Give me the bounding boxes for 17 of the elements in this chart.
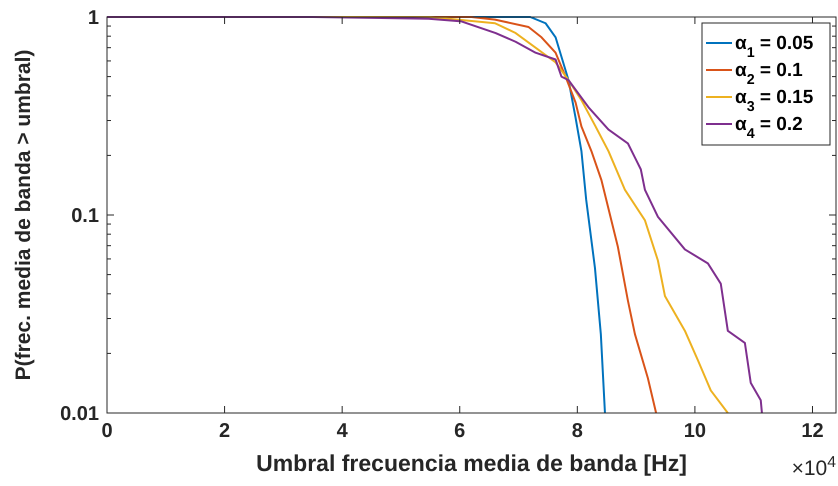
legend-label: α$_{1}$ = 0.05 (735, 33, 814, 61)
x-tick-label: 4 (336, 420, 349, 442)
y-axis-title: P(frec. media de banda > umbral) (12, 50, 35, 380)
x-axis-title: Umbral frecuencia media de banda [Hz] (256, 450, 687, 476)
legend-label: α$_{2}$ = 0.1 (735, 60, 804, 88)
x-tick-label: 10 (684, 420, 706, 442)
y-tick-label: 0.01 (60, 403, 99, 425)
x-tick-label: 6 (454, 420, 466, 442)
legend-label: α$_{4}$ = 0.2 (735, 114, 803, 142)
x-tick-label: 2 (219, 420, 230, 442)
text: ×10$^{4}$ (792, 454, 836, 480)
y-tick-label: 0.1 (71, 205, 99, 227)
x-tick-label: 8 (572, 420, 583, 442)
y-tick-label: 1 (88, 7, 99, 29)
x-tick-label: 12 (801, 420, 824, 442)
legend-label: α$_{3}$ = 0.15 (735, 87, 814, 115)
x-tick-label: 0 (101, 420, 113, 442)
